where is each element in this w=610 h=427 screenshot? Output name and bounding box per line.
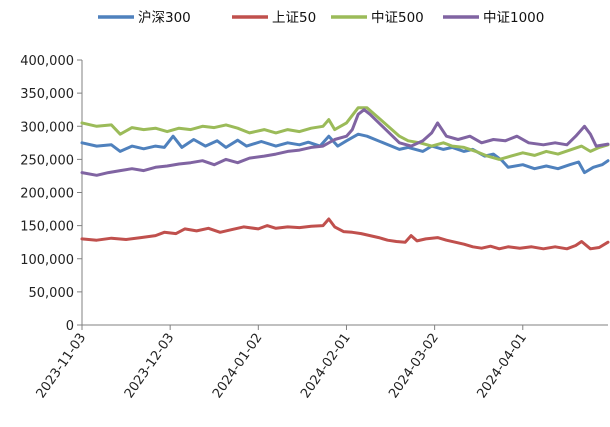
legend-label: 沪深300 [138, 10, 191, 26]
y-tick-label: 400,000 [20, 54, 74, 69]
x-tick-label: 2023-12-03 [122, 331, 178, 402]
series-line-3 [80, 106, 610, 161]
legend-label: 中证500 [371, 10, 424, 26]
y-tick-label: 50,000 [29, 286, 75, 301]
y-tick-label: 200,000 [20, 187, 74, 202]
series-line-2 [80, 217, 610, 251]
series-lines [80, 106, 610, 251]
series-line-1 [80, 132, 610, 175]
x-tick-label: 2024-03-02 [386, 331, 442, 402]
y-tick-label: 150,000 [20, 220, 74, 235]
y-tick-label: 0 [66, 319, 74, 334]
y-tick-label: 350,000 [20, 87, 74, 102]
y-tick-label: 100,000 [20, 253, 74, 268]
legend: 沪深300 上证50 中证500 中证1000 [98, 10, 544, 26]
y-axis: 0 50,000 100,000 150,000 200,000 250,000 300,0… [20, 54, 83, 334]
legend-label: 中证1000 [483, 10, 544, 26]
y-tick-label: 250,000 [20, 153, 74, 168]
x-tick-label: 2024-04-01 [474, 331, 530, 402]
x-tick-label: 2024-01-02 [210, 331, 266, 402]
x-tick-label: 2023-11-03 [34, 331, 90, 402]
y-tick-label: 300,000 [20, 120, 74, 135]
legend-label: 上证50 [272, 10, 316, 26]
x-axis: 2023-11-03 2023-12-03 2024-01-02 2024-02-01… [34, 324, 608, 402]
series-line-4 [80, 108, 610, 177]
x-tick-label: 2024-02-01 [298, 331, 354, 402]
